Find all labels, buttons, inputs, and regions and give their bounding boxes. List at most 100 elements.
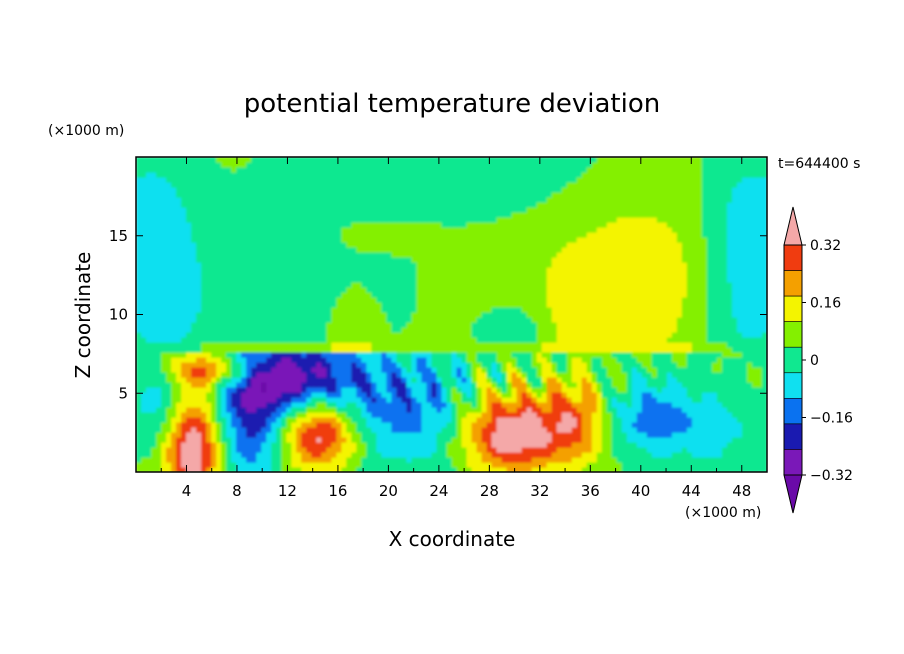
field-cell xyxy=(186,307,192,313)
field-cell xyxy=(581,282,588,288)
field-cell xyxy=(141,397,147,403)
field-cell xyxy=(601,417,608,423)
field-cell xyxy=(431,307,438,313)
field-cell xyxy=(686,452,693,458)
field-cell xyxy=(596,282,603,288)
field-cell xyxy=(456,287,463,293)
field-cell xyxy=(286,282,292,288)
field-cell xyxy=(596,302,603,308)
field-cell xyxy=(206,272,212,278)
field-cell xyxy=(506,322,513,328)
field-cell xyxy=(226,457,232,463)
field-cell xyxy=(611,437,618,443)
field-cell xyxy=(321,407,327,413)
field-cell xyxy=(716,347,723,353)
field-cell xyxy=(221,302,227,308)
field-cell xyxy=(146,277,152,283)
field-cell xyxy=(406,382,413,388)
field-cell xyxy=(441,307,448,313)
field-cell xyxy=(396,322,403,328)
field-cell xyxy=(281,427,287,433)
field-cell xyxy=(301,432,307,438)
field-cell xyxy=(691,377,698,383)
field-cell xyxy=(291,422,297,428)
field-cell xyxy=(541,277,548,283)
field-cell xyxy=(261,337,267,343)
field-cell xyxy=(401,312,408,318)
field-cell xyxy=(191,442,197,448)
field-cell xyxy=(451,417,458,423)
field-cell xyxy=(556,422,563,428)
field-cell xyxy=(736,402,743,408)
field-cell xyxy=(296,417,302,423)
field-cell xyxy=(251,407,257,413)
field-cell xyxy=(376,467,382,472)
field-cell xyxy=(671,427,678,433)
field-cell xyxy=(286,337,292,343)
field-cell xyxy=(431,327,438,333)
field-cell xyxy=(611,467,618,472)
field-cell xyxy=(726,412,733,418)
field-cell xyxy=(156,282,162,288)
field-cell xyxy=(451,337,458,343)
field-cell xyxy=(251,282,257,288)
field-cell xyxy=(496,372,503,378)
field-cell xyxy=(506,282,513,288)
field-cell xyxy=(166,462,172,468)
field-cell xyxy=(226,282,232,288)
field-cell xyxy=(531,412,538,418)
field-cell xyxy=(256,312,262,318)
field-cell xyxy=(236,342,242,348)
field-cell xyxy=(591,412,598,418)
field-cell xyxy=(181,302,187,308)
field-cell xyxy=(376,437,382,443)
field-cell xyxy=(616,437,623,443)
field-cell xyxy=(271,407,277,413)
field-cell xyxy=(396,332,403,338)
field-cell xyxy=(546,282,553,288)
field-cell xyxy=(616,387,623,393)
field-cell xyxy=(591,347,598,353)
field-cell xyxy=(386,287,393,293)
field-cell xyxy=(466,307,473,313)
field-cell xyxy=(401,397,408,403)
field-cell xyxy=(731,407,738,413)
field-cell xyxy=(226,422,232,428)
field-cell xyxy=(641,382,648,388)
field-cell xyxy=(391,452,398,458)
field-cell xyxy=(236,367,242,373)
field-cell xyxy=(526,292,533,298)
field-cell xyxy=(741,327,748,333)
field-cell xyxy=(621,422,628,428)
field-cell xyxy=(736,392,743,398)
field-cell xyxy=(696,302,703,308)
field-cell xyxy=(416,402,423,408)
field-cell xyxy=(181,427,187,433)
field-cell xyxy=(656,277,663,283)
field-cell xyxy=(336,352,342,358)
field-cell xyxy=(421,377,428,383)
field-cell xyxy=(451,317,458,323)
field-cell xyxy=(601,407,608,413)
field-cell xyxy=(281,417,287,423)
field-cell xyxy=(146,347,152,353)
field-cell xyxy=(496,317,503,323)
field-cell xyxy=(441,272,448,278)
field-cell xyxy=(341,442,347,448)
field-cell xyxy=(676,357,683,363)
field-cell xyxy=(716,417,723,423)
field-cell xyxy=(246,297,252,303)
field-cell xyxy=(556,457,563,463)
field-cell xyxy=(236,422,242,428)
field-cell xyxy=(711,442,718,448)
field-cell xyxy=(571,377,578,383)
field-cell xyxy=(286,362,292,368)
field-cell xyxy=(416,462,423,468)
field-cell xyxy=(186,277,192,283)
field-cell xyxy=(686,467,693,472)
field-cell xyxy=(236,272,242,278)
field-cell xyxy=(501,352,508,358)
field-cell xyxy=(591,282,598,288)
field-cell xyxy=(486,307,493,313)
field-cell xyxy=(691,357,698,363)
